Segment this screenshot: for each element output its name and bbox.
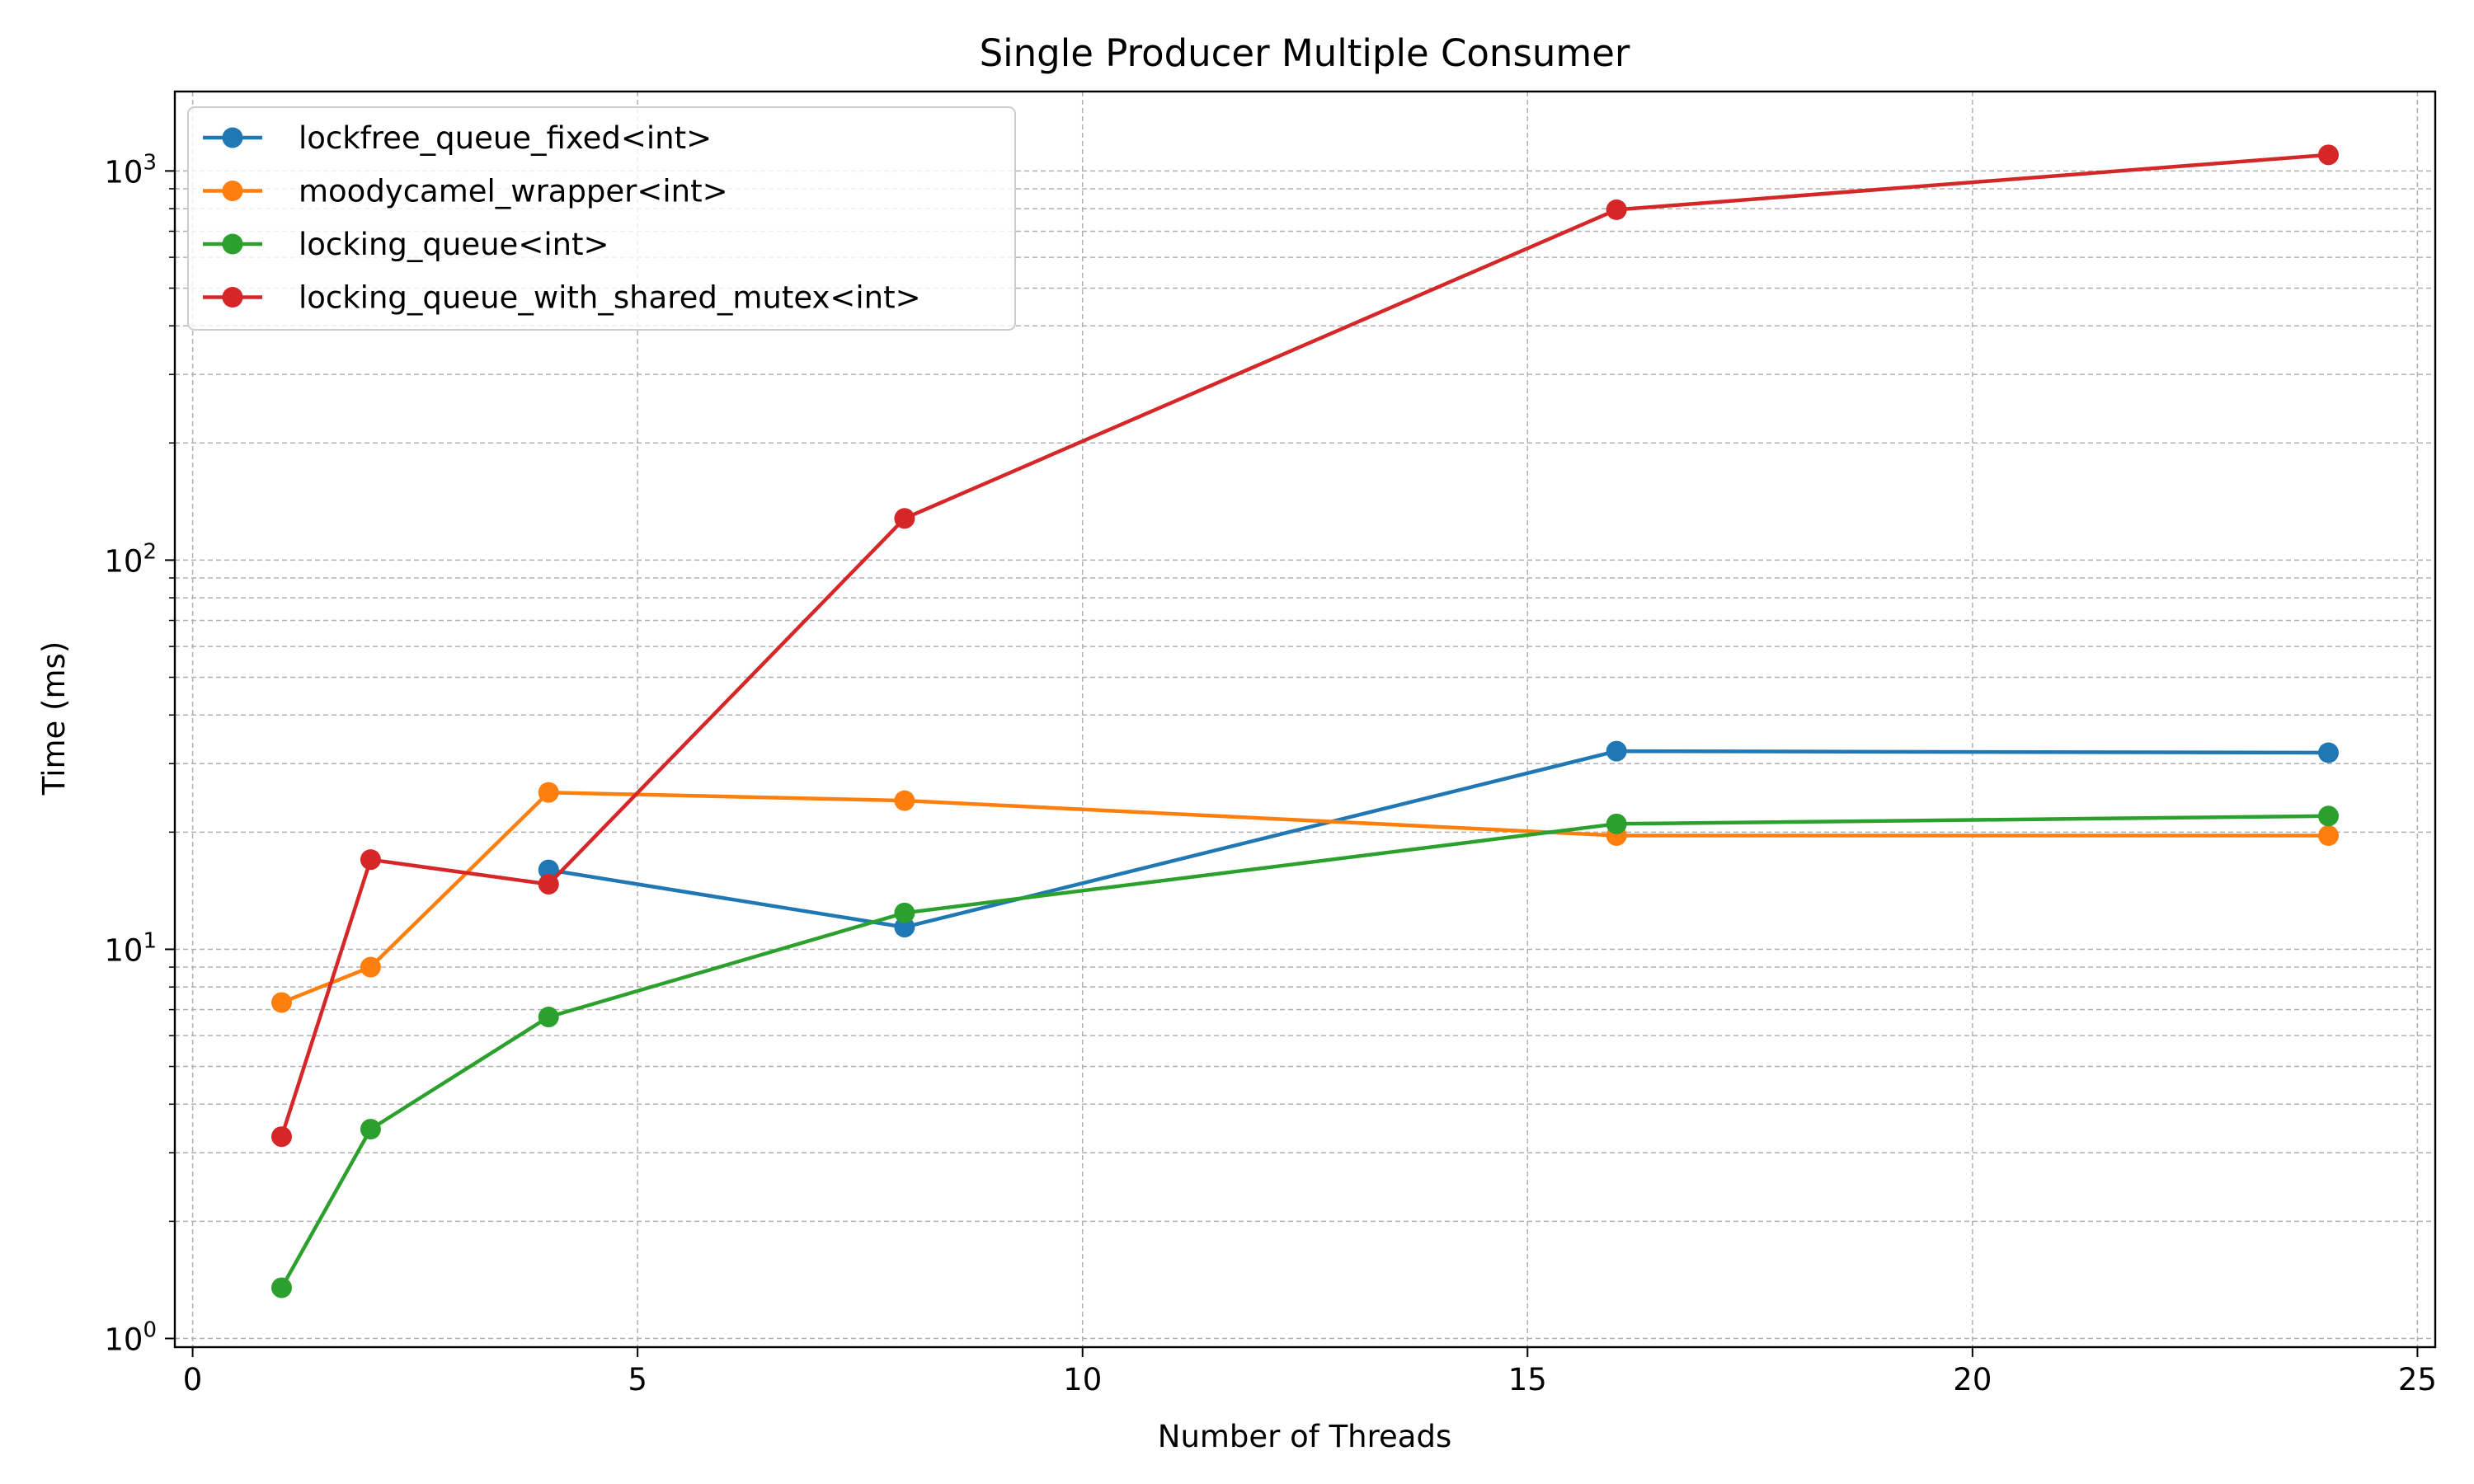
legend: lockfree_queue_fixed<int> moodycamel_wrap… bbox=[187, 106, 1016, 331]
x-tick-label: 20 bbox=[1953, 1362, 1992, 1397]
series-layer bbox=[270, 144, 2340, 1298]
y-tick-label: 101 bbox=[104, 928, 157, 968]
x-axis: 0 5 10 15 20 25 bbox=[183, 1347, 2437, 1397]
data-point bbox=[1606, 199, 1627, 220]
data-point bbox=[538, 782, 559, 803]
y-tick-label: 102 bbox=[104, 539, 157, 579]
data-point bbox=[538, 859, 559, 881]
series-0 bbox=[538, 740, 2340, 938]
legend-label: locking_queue<int> bbox=[299, 227, 609, 262]
data-point bbox=[1606, 813, 1627, 834]
y-tick-label: 103 bbox=[104, 150, 157, 190]
legend-swatch-marker bbox=[222, 287, 243, 308]
y-axis-label: Time (ms) bbox=[36, 641, 72, 796]
y-axis: 100 101 102 103 bbox=[104, 150, 175, 1357]
legend-item: locking_queue_with_shared_mutex<int> bbox=[203, 280, 921, 316]
data-point bbox=[894, 917, 915, 938]
data-point bbox=[538, 873, 559, 895]
data-point bbox=[894, 508, 915, 529]
legend-label: locking_queue_with_shared_mutex<int> bbox=[299, 280, 921, 316]
series-3 bbox=[270, 144, 2340, 1148]
data-point bbox=[270, 1277, 292, 1298]
series-2 bbox=[270, 805, 2340, 1298]
series-line bbox=[280, 790, 2329, 1005]
y-tick-label: 100 bbox=[104, 1317, 157, 1357]
data-point bbox=[538, 1007, 559, 1028]
legend-label: moodycamel_wrapper<int> bbox=[299, 174, 728, 209]
series-line bbox=[280, 153, 2329, 1138]
data-point bbox=[360, 1119, 381, 1140]
data-point bbox=[270, 1126, 292, 1148]
gridlines bbox=[175, 92, 2435, 1347]
legend-box bbox=[187, 106, 1016, 331]
x-tick-label: 0 bbox=[183, 1362, 203, 1397]
x-axis-label: Number of Threads bbox=[1158, 1419, 1451, 1454]
series-line bbox=[280, 814, 2329, 1289]
chart-title: Single Producer Multiple Consumer bbox=[980, 31, 1630, 75]
data-point bbox=[2318, 824, 2340, 846]
x-tick-label: 5 bbox=[628, 1362, 647, 1397]
data-point bbox=[2318, 144, 2340, 166]
data-point bbox=[1606, 740, 1627, 762]
legend-label: lockfree_queue_fixed<int> bbox=[299, 120, 712, 156]
legend-item: moodycamel_wrapper<int> bbox=[203, 174, 728, 209]
legend-swatch-marker bbox=[222, 233, 243, 255]
data-point bbox=[360, 956, 381, 978]
plot-area bbox=[173, 90, 2437, 1349]
series-line bbox=[548, 749, 2329, 929]
data-point bbox=[894, 790, 915, 811]
legend-item: lockfree_queue_fixed<int> bbox=[203, 120, 712, 156]
data-point bbox=[270, 992, 292, 1013]
legend-item: locking_queue<int> bbox=[203, 227, 609, 262]
legend-swatch-marker bbox=[222, 181, 243, 201]
legend-swatch-marker bbox=[222, 127, 243, 148]
data-point bbox=[360, 849, 381, 871]
x-tick-label: 10 bbox=[1063, 1362, 1102, 1397]
data-point bbox=[894, 902, 915, 923]
data-point bbox=[2318, 742, 2340, 763]
x-tick-label: 25 bbox=[2398, 1362, 2437, 1397]
x-tick-label: 15 bbox=[1508, 1362, 1547, 1397]
data-point bbox=[2318, 805, 2340, 827]
